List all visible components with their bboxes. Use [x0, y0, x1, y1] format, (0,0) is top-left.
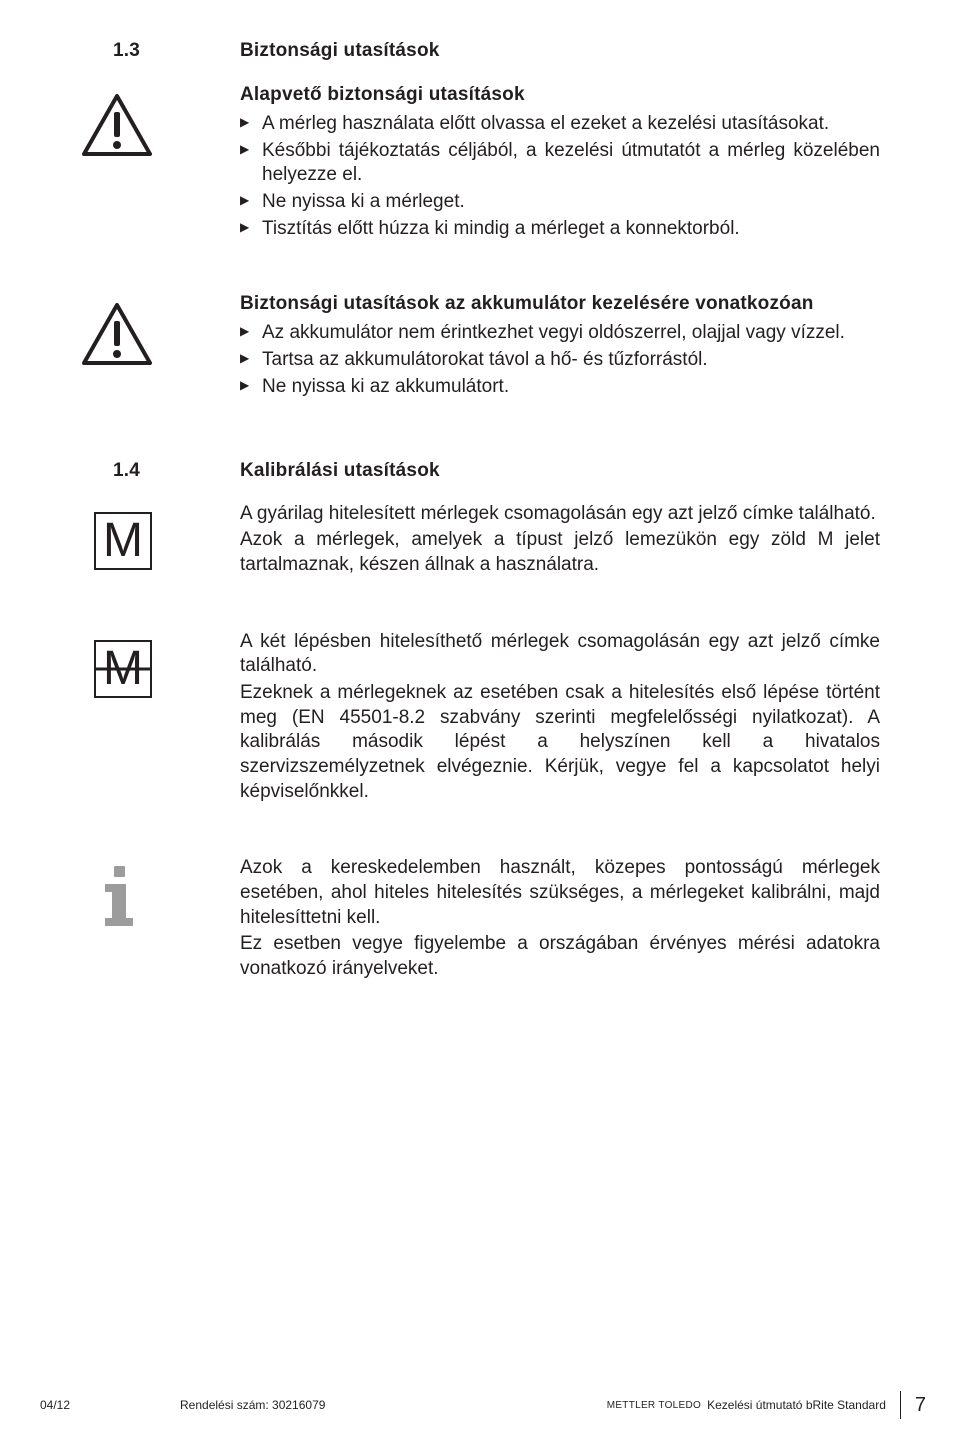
icon-col [0, 856, 180, 983]
footer-right: METTLER TOLEDO Kezelési útmutató bRite S… [607, 1391, 926, 1419]
section-1-3-number: 1.3 [113, 40, 140, 62]
list-item: A mérleg használata előtt olvassa el eze… [240, 112, 880, 137]
warning-triangle-icon [82, 94, 152, 161]
list-item: Tisztítás előtt húzza ki mindig a mérleg… [240, 217, 880, 242]
section-1-4-number: 1.4 [113, 460, 140, 482]
section-number-col: 1.4 [0, 460, 180, 482]
list-item: Későbbi tájékoztatás céljából, a kezelés… [240, 139, 880, 188]
icon-col [0, 293, 180, 401]
info-icon [104, 866, 140, 926]
icon-col: M [0, 630, 180, 807]
content-col: A gyárilag hitelesített mérlegek csomago… [180, 502, 880, 580]
footer-divider [900, 1391, 901, 1419]
basic-safety-subtitle: Alapvető biztonsági utasítások [240, 84, 880, 106]
content-col: Azok a kereskedelemben használt, közepes… [180, 856, 880, 983]
section-title-col: Kalibrálási utasítások [180, 460, 880, 482]
icon-col: M [0, 502, 180, 580]
section-1-4-header: 1.4 Kalibrálási utasítások [0, 460, 880, 482]
footer-date: 04/12 [40, 1398, 180, 1412]
page: 1.3 Biztonsági utasítások Alapvető bizto… [0, 0, 960, 1445]
basic-safety-list: A mérleg használata előtt olvassa el eze… [240, 112, 880, 241]
list-item: Ne nyissa ki az akkumulátort. [240, 375, 880, 400]
m-box-icon: M [94, 512, 152, 570]
battery-safety-list: Az akkumulátor nem érintkezhet vegyi old… [240, 321, 880, 399]
para: Azok a mérlegek, amelyek a típust jelző … [240, 528, 880, 577]
footer-brand: METTLER TOLEDO [607, 1400, 701, 1411]
m-letter-strike: M [94, 640, 152, 698]
list-item: Tartsa az akkumulátorokat távol a hő- és… [240, 348, 880, 373]
content-col: Biztonsági utasítások az akkumulátor kez… [180, 293, 880, 401]
battery-safety-subtitle: Biztonsági utasítások az akkumulátor kez… [240, 293, 880, 315]
list-item: Ne nyissa ki a mérleget. [240, 190, 880, 215]
m-letter: M [94, 512, 152, 570]
para: Ezeknek a mérlegeknek az esetében csak a… [240, 681, 880, 804]
m-box-strike-icon: M [94, 640, 152, 698]
warning-triangle-icon [82, 303, 152, 370]
block-two-step-cert: M A két lépésben hitelesíthető mérlegek … [0, 630, 880, 807]
para: Ez esetben vegye figyelembe a országában… [240, 932, 880, 981]
section-number-col: 1.3 [0, 40, 180, 62]
footer-order: Rendelési szám: 30216079 [180, 1398, 607, 1412]
section-1-4-title: Kalibrálási utasítások [240, 460, 880, 482]
para: A két lépésben hitelesíthető mérlegek cs… [240, 630, 880, 679]
block-basic-safety: Alapvető biztonsági utasítások A mérleg … [0, 84, 880, 243]
icon-col [0, 84, 180, 243]
block-factory-cert: M A gyárilag hitelesített mérlegek csoma… [0, 502, 880, 580]
footer-doc: Kezelési útmutató bRite Standard [707, 1398, 886, 1412]
block-commercial-info: Azok a kereskedelemben használt, közepes… [0, 856, 880, 983]
para: A gyárilag hitelesített mérlegek csomago… [240, 502, 880, 527]
content-col: Alapvető biztonsági utasítások A mérleg … [180, 84, 880, 243]
section-1-3-header: 1.3 Biztonsági utasítások [0, 40, 880, 62]
section-1-3-title: Biztonsági utasítások [240, 40, 880, 62]
footer-page-number: 7 [915, 1394, 926, 1417]
section-title-col: Biztonsági utasítások [180, 40, 880, 62]
list-item: Az akkumulátor nem érintkezhet vegyi old… [240, 321, 880, 346]
block-battery-safety: Biztonsági utasítások az akkumulátor kez… [0, 293, 880, 401]
page-footer: 04/12 Rendelési szám: 30216079 METTLER T… [0, 1391, 960, 1419]
para: Azok a kereskedelemben használt, közepes… [240, 856, 880, 930]
content-col: A két lépésben hitelesíthető mérlegek cs… [180, 630, 880, 807]
